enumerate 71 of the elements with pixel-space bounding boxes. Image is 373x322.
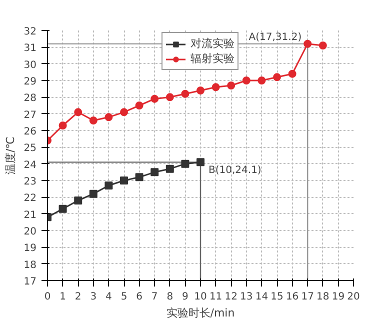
x-tick-label: 20	[347, 292, 360, 302]
x-tick-label: 0	[44, 292, 51, 302]
x-tick-label: 18	[316, 292, 330, 302]
y-tick-label: 19	[24, 243, 37, 254]
y-tick-label: 28	[24, 93, 37, 104]
x-tick-label: 4	[106, 292, 112, 302]
x-tick-label: 7	[151, 292, 158, 302]
x-tick-label: 16	[286, 292, 299, 302]
point	[120, 176, 128, 184]
x-tick-label: 15	[270, 292, 284, 302]
x-tick-label: 12	[224, 292, 238, 302]
point	[166, 164, 174, 173]
point	[135, 102, 144, 110]
point	[196, 86, 204, 94]
point	[181, 90, 190, 98]
point	[120, 108, 128, 116]
point	[212, 83, 220, 92]
point	[104, 113, 113, 122]
x-tick-label: 6	[136, 292, 142, 302]
annotation: A(17,31.2)	[248, 32, 302, 43]
x-tick-label: 11	[209, 292, 222, 302]
point	[318, 42, 327, 50]
y-tick-label: 22	[24, 193, 37, 204]
y-axis-title: 温度/℃	[4, 136, 17, 175]
y-tick-label: 18	[24, 260, 37, 271]
x-axis-title: 实验时长/min	[166, 306, 235, 320]
point	[89, 116, 98, 124]
x-tick-label: 8	[166, 292, 174, 302]
x-tick-label: 13	[240, 292, 253, 302]
point	[181, 160, 190, 168]
x-tick-label: 14	[255, 292, 268, 302]
point	[304, 40, 312, 48]
point	[150, 168, 159, 176]
point	[273, 73, 281, 82]
y-tick-label: 25	[24, 143, 37, 154]
y-tick-label: 24	[24, 160, 37, 171]
point	[258, 76, 266, 84]
x-tick-label: 5	[120, 292, 128, 302]
x-tick-label: 19	[332, 292, 345, 302]
point	[288, 70, 296, 78]
point	[150, 94, 159, 103]
x-tick-label: 3	[90, 292, 97, 302]
x-tick-label: 1	[60, 292, 66, 302]
point	[74, 196, 82, 204]
point	[135, 173, 144, 182]
x-tick-label: 17	[301, 292, 314, 302]
point	[166, 93, 174, 102]
y-tick-label: 30	[24, 60, 37, 71]
point	[227, 82, 236, 90]
x-tick-label: 2	[74, 292, 82, 302]
x-tick-label: 9	[182, 292, 188, 302]
legend-label: 辐射实验	[190, 51, 234, 66]
point	[74, 108, 82, 116]
point	[89, 190, 98, 198]
point	[242, 76, 250, 84]
x-tick-label: 10	[194, 292, 207, 302]
point	[196, 158, 204, 166]
y-tick-label: 27	[24, 110, 37, 121]
y-tick-label: 29	[24, 76, 37, 88]
y-tick-label: 26	[24, 126, 37, 138]
y-tick-label: 23	[24, 176, 37, 188]
point	[58, 122, 67, 130]
y-tick-label: 17	[24, 276, 37, 288]
y-tick-label: 32	[24, 26, 37, 38]
y-tick-label: 21	[24, 210, 37, 221]
annotation: B(10,24.1)	[208, 165, 262, 176]
point	[58, 204, 67, 213]
legend-label: 对流实验	[190, 36, 234, 51]
y-tick-label: 31	[24, 43, 37, 54]
y-tick-label: 20	[24, 226, 37, 238]
point	[104, 182, 113, 190]
